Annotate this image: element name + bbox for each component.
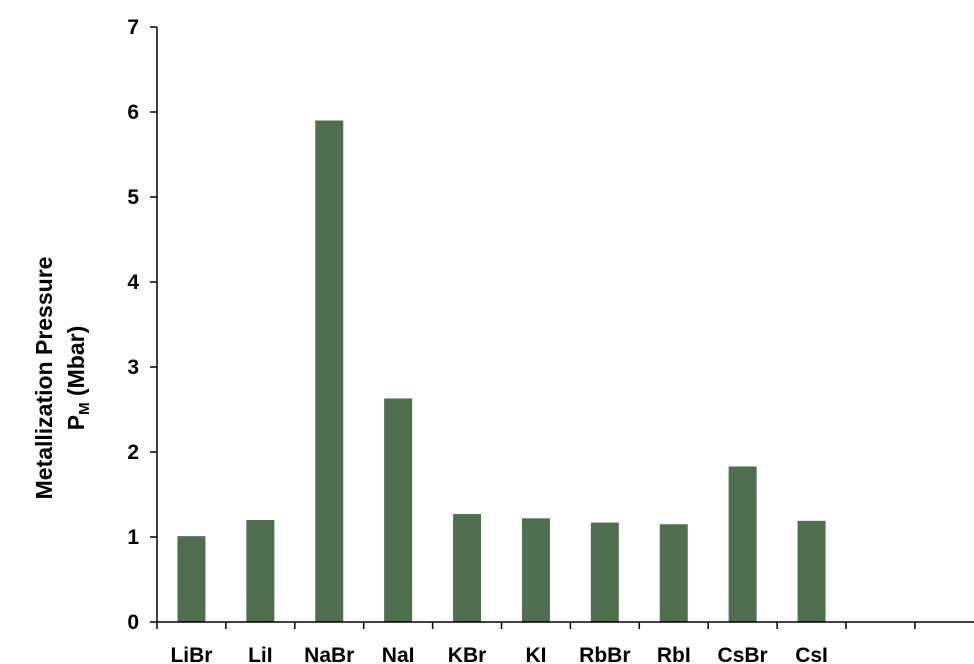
bar-csi <box>797 520 826 622</box>
y-axis-symbol-subscript: M <box>76 402 93 415</box>
x-tick-label: CsI <box>795 644 828 664</box>
x-tick-label: KBr <box>448 644 487 664</box>
y-axis-label-line2: PM (Mbar) <box>63 326 93 431</box>
y-tick-label: 5 <box>127 186 139 209</box>
bar-libr <box>177 536 206 622</box>
bar-nabr <box>315 120 344 622</box>
y-axis-ticks: 0 1 2 3 4 5 6 7 <box>127 16 157 634</box>
x-tick-label: RbI <box>657 644 691 664</box>
x-tick-label: LiI <box>248 644 273 664</box>
bar-csbr <box>728 466 757 622</box>
y-tick-label: 4 <box>127 271 139 294</box>
y-tick-label: 6 <box>127 101 139 124</box>
y-axis-unit: (Mbar) <box>63 326 89 403</box>
x-tick-label: NaI <box>382 644 415 664</box>
y-tick-label: 2 <box>127 441 139 464</box>
x-axis-ticks <box>156 622 916 629</box>
y-tick-label: 1 <box>127 526 139 549</box>
y-tick-label: 3 <box>127 356 139 379</box>
bar-nai <box>384 398 413 622</box>
x-tick-label: CsBr <box>718 644 768 664</box>
bar-ki <box>521 518 550 622</box>
y-tick-label: 0 <box>127 611 139 634</box>
bar-lii <box>246 520 275 622</box>
x-tick-label: LiBr <box>170 644 212 664</box>
x-tick-label: NaBr <box>304 644 354 664</box>
x-tick-label: KI <box>525 644 546 664</box>
bar-rbbr <box>590 522 619 622</box>
bar-rbi <box>659 524 688 622</box>
bar-kbr <box>453 514 482 622</box>
y-tick-label: 7 <box>127 16 139 39</box>
y-axis-symbol: P <box>63 415 89 430</box>
y-axis-label: Metallization Pressure <box>31 257 57 500</box>
x-tick-label: RbBr <box>579 644 630 664</box>
bars <box>177 120 826 622</box>
x-axis-tick-labels: LiBr LiI NaBr NaI KBr KI RbBr RbI CsBr CsI <box>170 644 827 664</box>
